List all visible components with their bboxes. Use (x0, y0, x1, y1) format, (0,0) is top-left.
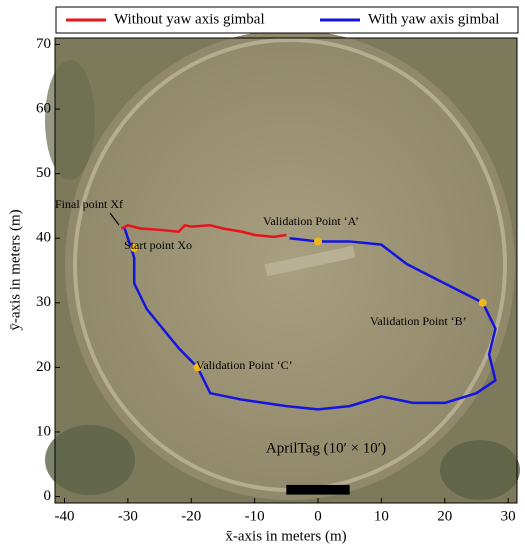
x-tick-label: 20 (437, 508, 452, 524)
legend-label: Without yaw axis gimbal (114, 11, 265, 27)
y-tick-label: 70 (36, 36, 51, 52)
x-tick-label: 30 (501, 508, 516, 524)
y-axis-label: ȳ-axis in meters (m) (7, 209, 23, 330)
y-tick-label: 60 (36, 100, 51, 116)
y-tick-label: 10 (36, 423, 51, 439)
x-tick-label: 0 (314, 508, 322, 524)
annotation: Validation Point ‘C’ (196, 358, 293, 372)
x-tick-label: -30 (118, 508, 138, 524)
highlight-point (193, 363, 202, 372)
annotation: Validation Point ‘A’ (263, 214, 359, 228)
x-tick-label: -20 (181, 508, 201, 524)
highlight-point (130, 243, 139, 252)
annotation: Final point Xf (55, 197, 123, 211)
y-tick-label: 50 (36, 165, 51, 181)
y-tick-label: 0 (44, 488, 52, 504)
highlight-point (314, 237, 323, 246)
series-line (120, 224, 287, 239)
y-tick-label: 40 (36, 230, 51, 246)
x-tick-label: -10 (245, 508, 265, 524)
annotation: Validation Point ‘B’ (370, 314, 467, 328)
x-axis-label: x̄-axis in meters (m) (225, 528, 346, 544)
x-tick-label: -40 (55, 508, 75, 524)
annotation-arrow (109, 212, 120, 226)
x-tick-label: 10 (374, 508, 389, 524)
legend-label: With yaw axis gimbal (368, 11, 499, 27)
y-tick-label: 30 (36, 294, 51, 310)
series-line (123, 228, 497, 411)
y-tick-label: 20 (36, 359, 51, 375)
plot-frame (54, 37, 518, 504)
annotation: Start point Xo (124, 238, 192, 252)
background-image (45, 30, 520, 503)
highlight-point (478, 298, 487, 307)
annotation: AprilTag (10′ × 10′) (266, 440, 386, 456)
apriltag (286, 484, 350, 495)
legend-box (55, 6, 519, 34)
